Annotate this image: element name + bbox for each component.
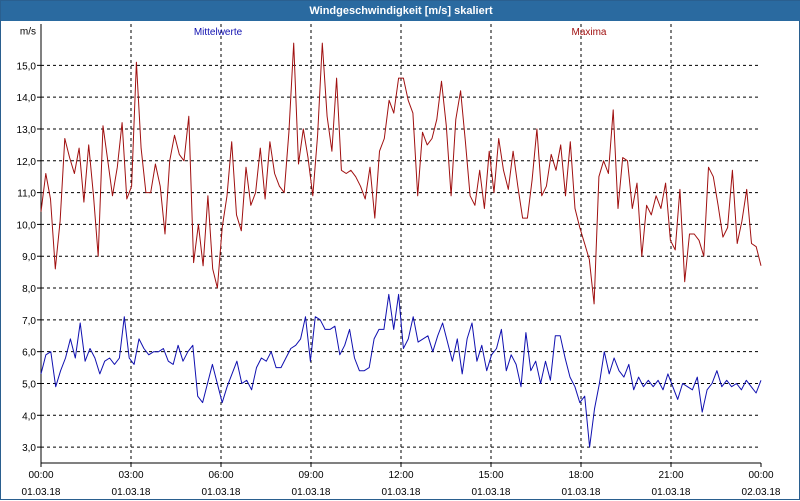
x-tick-date: 01.03.18 [562,487,601,498]
y-tick-label: 7,0 [22,316,36,327]
x-tick-date: 01.03.18 [652,487,691,498]
series-line-maxima [40,42,762,305]
y-tick-label: 13,0 [17,125,37,136]
y-tick-label: 5,0 [22,379,36,390]
x-tick-time: 21:00 [658,470,683,481]
series-line-mittelwerte [40,293,762,448]
legend: Mittelwerte Maxima [194,27,607,38]
x-tick-date: 01.03.18 [292,487,331,498]
grid [41,24,761,463]
x-tick-date: 02.03.18 [742,487,781,498]
y-tick-label: 14,0 [17,93,37,104]
chart-title: Windgeschwindigkeit [m/s] skaliert [1,1,800,21]
x-tick-time: 06:00 [208,470,233,481]
y-axis-unit-label: m/s [20,26,36,37]
x-tick-date: 01.03.18 [112,487,151,498]
x-tick-time: 09:00 [298,470,323,481]
axes [37,24,762,467]
y-tick-label: 11,0 [17,189,36,200]
legend-maxima: Maxima [571,27,606,38]
x-tick-time: 15:00 [478,470,503,481]
x-tick-time: 00:00 [28,470,53,481]
wind-speed-chart: 3,0 4,0 5,0 6,0 7,0 8,0 9,0 10,0 11,0 12,0 13,0 14,… [17,24,781,498]
y-tick-label: 4,0 [22,411,36,422]
x-tick-date: 01.03.18 [22,487,61,498]
y-tick-label: 3,0 [22,443,36,454]
series-lines [40,42,762,448]
y-tick-label: 8,0 [22,284,36,295]
legend-mittelwerte: Mittelwerte [194,27,243,38]
x-tick-time: 03:00 [118,470,143,481]
x-tick-time: 12:00 [388,470,413,481]
y-tick-label: 6,0 [22,348,36,359]
x-tick-date: 01.03.18 [382,487,421,498]
tick-labels: 3,0 4,0 5,0 6,0 7,0 8,0 9,0 10,0 11,0 12,0 13,0 14,… [17,26,781,498]
y-tick-label: 15,0 [17,61,37,72]
x-tick-time: 00:00 [748,470,773,481]
x-tick-date: 01.03.18 [202,487,241,498]
y-tick-label: 12,0 [17,157,37,168]
y-tick-label: 10,0 [17,220,37,231]
x-tick-date: 01.03.18 [472,487,511,498]
y-tick-label: 9,0 [22,252,36,263]
x-tick-time: 18:00 [568,470,593,481]
